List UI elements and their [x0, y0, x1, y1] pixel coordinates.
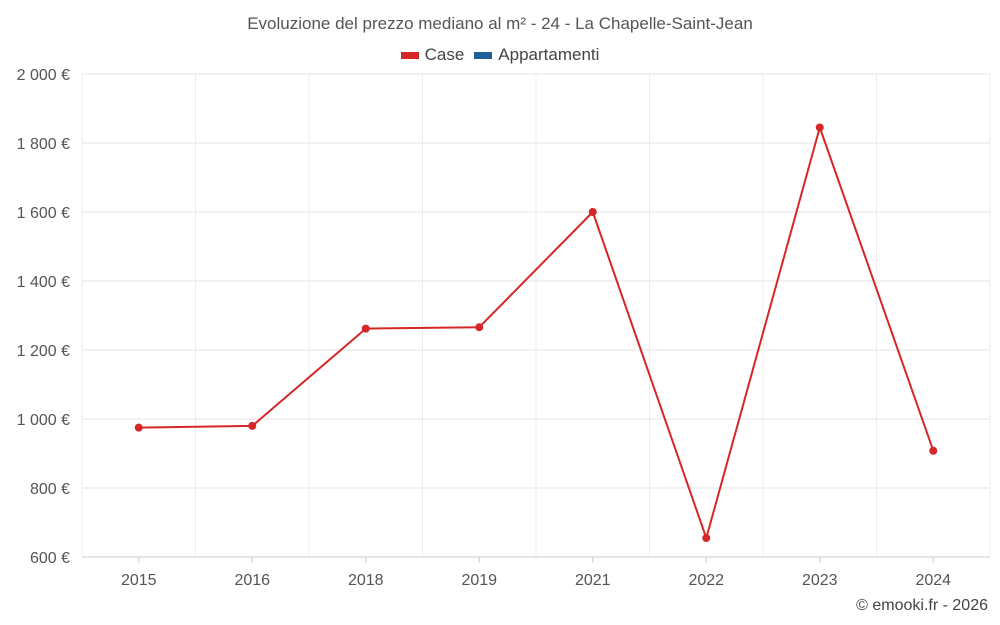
x-tick-label: 2019 — [461, 572, 497, 589]
legend-item-appartamenti[interactable]: Appartamenti — [474, 45, 599, 65]
x-tick-label: 2021 — [575, 572, 611, 589]
y-tick-label: 2 000 € — [17, 67, 70, 84]
data-point[interactable] — [588, 208, 597, 216]
data-point[interactable] — [248, 421, 257, 430]
footer-credit: © emooki.fr - 2026 — [856, 597, 988, 614]
y-tick-label: 1 000 € — [17, 412, 70, 429]
legend-label-case: Case — [424, 45, 465, 64]
grid-layer — [81, 73, 991, 558]
legend-item-case[interactable]: Case — [400, 45, 465, 65]
y-tick-label: 800 € — [30, 481, 70, 498]
x-tick-label: 2022 — [688, 572, 724, 589]
data-point[interactable] — [929, 446, 938, 455]
legend-swatch-appartamenti — [474, 51, 493, 59]
series-layer — [134, 123, 938, 543]
y-tick-label: 1 200 € — [17, 343, 70, 360]
legend: Case Appartamenti — [0, 45, 1000, 65]
x-tick-label: 2024 — [915, 572, 951, 589]
y-tick-label: 1 400 € — [17, 274, 70, 291]
series-line-case — [138, 126, 935, 539]
x-tick-label: 2018 — [348, 572, 384, 589]
data-point[interactable] — [702, 534, 711, 543]
legend-label-appartamenti: Appartamenti — [498, 45, 600, 64]
data-point[interactable] — [475, 323, 484, 332]
y-tick-label: 600 € — [30, 550, 70, 567]
data-point[interactable] — [134, 423, 143, 432]
data-point[interactable] — [361, 324, 370, 333]
x-tick-label: 2015 — [121, 572, 157, 589]
axis-layer: 600 € 800 € 1 000 € 1 200 € 1 400 € 1 600 € 1 … — [17, 67, 990, 589]
chart-title: Evoluzione del prezzo mediano al m² - 24… — [247, 14, 753, 33]
legend-swatch-case — [400, 51, 419, 59]
x-tick-label: 2023 — [802, 572, 838, 589]
y-tick-label: 1 600 € — [17, 205, 70, 222]
y-tick-label: 1 800 € — [17, 136, 70, 153]
data-point[interactable] — [815, 123, 824, 132]
x-tick-label: 2016 — [234, 572, 270, 589]
